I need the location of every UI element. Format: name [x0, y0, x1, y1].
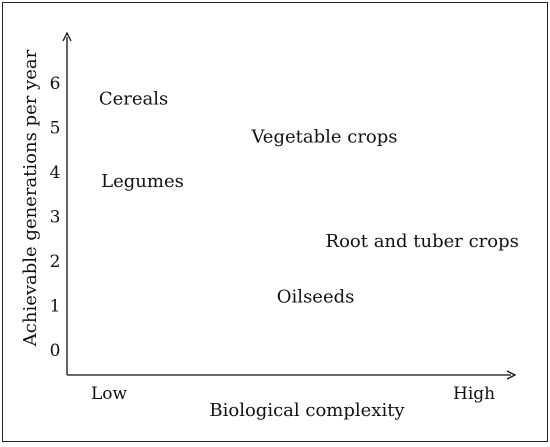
- y-tick-label: 2: [50, 252, 61, 272]
- y-tick-label: 4: [50, 163, 61, 183]
- y-tick-label: 3: [50, 208, 61, 228]
- y-tick-label: 0: [50, 341, 61, 361]
- chart-frame: 0 1 2 3 4 5 6 Low High Biological complexity A…: [2, 2, 548, 442]
- y-axis-label: Achievable generations per year: [20, 49, 41, 347]
- x-tick-label-high: High: [453, 384, 495, 404]
- x-tick-label-low: Low: [91, 384, 128, 404]
- y-tick-labels: 0 1 2 3 4 5 6: [50, 74, 61, 361]
- y-tick-label: 5: [50, 119, 61, 139]
- data-point-label: Oilseeds: [277, 287, 355, 308]
- data-point-labels: Cereals Vegetable crops Legumes Root and tu…: [99, 89, 519, 308]
- data-point-label: Root and tuber crops: [326, 231, 519, 252]
- x-axis-label: Biological complexity: [209, 400, 405, 421]
- data-point-label: Cereals: [99, 89, 168, 110]
- chart-svg: 0 1 2 3 4 5 6 Low High Biological complexity A…: [20, 3, 519, 421]
- data-point-label: Vegetable crops: [250, 126, 397, 147]
- y-tick-label: 6: [50, 74, 61, 94]
- data-point-label: Legumes: [101, 171, 184, 192]
- y-tick-label: 1: [50, 297, 61, 317]
